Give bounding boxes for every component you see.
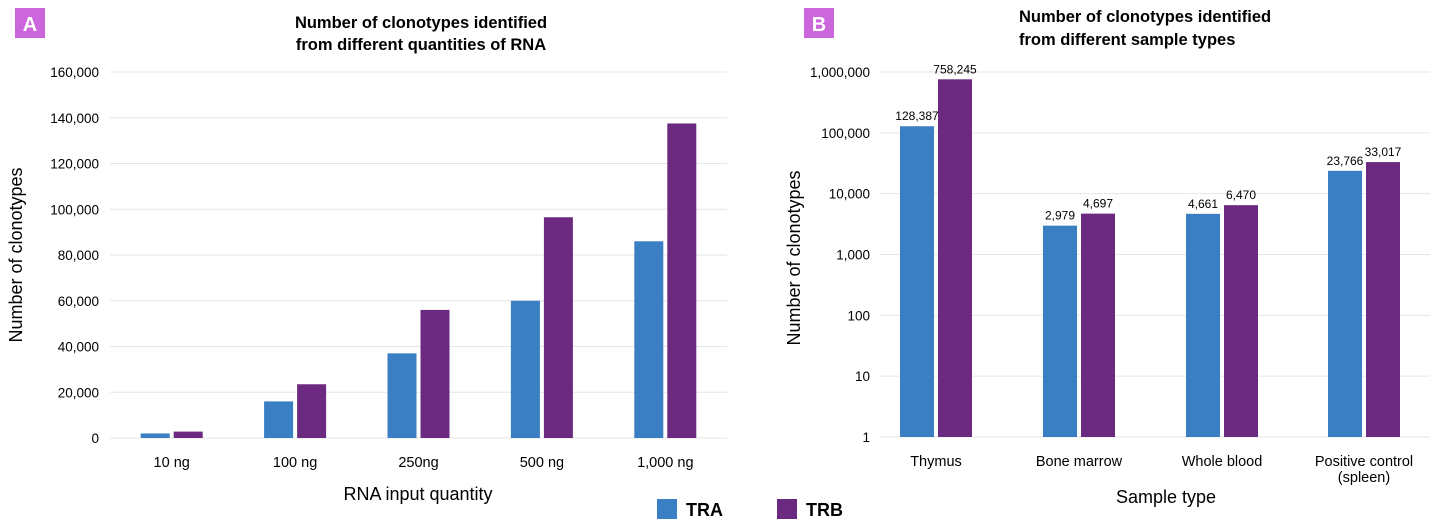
legend-label-trb: TRB — [806, 500, 843, 520]
panel-b-y-axis-label: Number of clonotypes — [784, 170, 804, 345]
panel-a-bar-trb — [173, 431, 203, 438]
legend-swatch-trb — [777, 499, 797, 519]
panel-a-bar-tra — [387, 353, 417, 438]
panel-a-y-tick-label: 120,000 — [50, 157, 99, 172]
panel-b-category-label: Whole blood — [1182, 454, 1263, 470]
panel-a-bar-trb — [420, 309, 450, 438]
panel-a-category-label: 10 ng — [154, 455, 190, 471]
panel-b-data-label: 4,697 — [1083, 197, 1113, 211]
panel-b-y-tick-label: 1,000,000 — [810, 65, 870, 80]
panel-b-data-label: 33,017 — [1365, 145, 1402, 159]
panel-b-y-tick-label: 100,000 — [821, 126, 870, 141]
panel-b-y-tick-label: 1,000 — [836, 248, 870, 263]
panel-b-category-label: Bone marrow — [1036, 454, 1123, 470]
panel-b-category-label: (spleen) — [1338, 470, 1390, 486]
panel-a-chart: A Number of clonotypes identified from d… — [6, 8, 727, 504]
panel-a-bar-tra — [264, 401, 294, 438]
panel-a-title-line-2: from different quantities of RNA — [296, 36, 546, 54]
panel-a-bar-tra — [140, 433, 170, 438]
panel-b-bar-trb — [1224, 205, 1258, 437]
panel-a-category-label: 100 ng — [273, 455, 317, 471]
panel-b-data-label: 4,661 — [1188, 197, 1218, 211]
panel-a-x-axis-label: RNA input quantity — [343, 484, 492, 504]
panel-b-bar-tra — [900, 126, 934, 438]
panel-a-y-tick-label: 100,000 — [50, 202, 99, 217]
panel-b-data-label: 23,766 — [1327, 154, 1364, 168]
panel-a-category-label: 1,000 ng — [637, 455, 693, 471]
panel-b-bar-trb — [1366, 162, 1400, 438]
panel-b-bar-trb — [938, 79, 972, 437]
panel-b-title-line-2: from different sample types — [1019, 31, 1235, 49]
legend: TRA TRB — [657, 499, 843, 520]
panel-a-y-tick-label: 160,000 — [50, 65, 99, 80]
panel-a-y-tick-label: 60,000 — [58, 294, 99, 309]
panel-b-category-label: Thymus — [910, 454, 962, 470]
panel-b-data-label: 6,470 — [1226, 188, 1256, 202]
panel-a-title-line-1: Number of clonotypes identified — [295, 14, 547, 32]
panel-a-category-label: 250ng — [398, 455, 438, 471]
legend-label-tra: TRA — [686, 500, 723, 520]
panel-b-data-label: 128,387 — [895, 109, 939, 123]
panel-b-x-axis-label: Sample type — [1116, 487, 1216, 507]
panel-a-bar-trb — [297, 384, 327, 438]
panel-b-y-tick-label: 1 — [862, 430, 870, 445]
panel-a-y-tick-label: 80,000 — [58, 248, 99, 263]
panel-a-y-tick-label: 20,000 — [58, 385, 99, 400]
panel-a-y-tick-label: 140,000 — [50, 111, 99, 126]
panel-b-title-line-1: Number of clonotypes identified — [1019, 8, 1271, 26]
panel-b-chart: B Number of clonotypes identified from d… — [784, 8, 1430, 507]
panel-a-bar-tra — [634, 241, 664, 438]
panel-a-letter: A — [23, 14, 37, 36]
panel-b-data-label: 758,245 — [933, 62, 977, 76]
panel-b-data-label: 2,979 — [1045, 209, 1075, 223]
panel-b-bar-trb — [1081, 213, 1115, 437]
legend-swatch-tra — [657, 499, 677, 519]
panel-b-y-tick-label: 10,000 — [829, 187, 870, 202]
panel-b-letter: B — [812, 14, 826, 36]
panel-b-category-label: Positive control — [1315, 454, 1413, 470]
panel-b-y-tick-label: 100 — [847, 308, 870, 323]
panel-a-y-tick-label: 0 — [91, 431, 99, 446]
panel-a-category-label: 500 ng — [520, 455, 564, 471]
panel-a-bar-trb — [667, 123, 697, 438]
panel-a-y-tick-label: 40,000 — [58, 340, 99, 355]
panel-b-bar-tra — [1043, 225, 1077, 437]
panel-b-y-tick-label: 10 — [855, 369, 870, 384]
panel-b-bar-tra — [1186, 213, 1220, 437]
panel-b-badge — [804, 8, 834, 38]
panel-a-bar-tra — [510, 300, 540, 438]
panel-a-badge — [15, 8, 45, 38]
panel-b-bar-tra — [1328, 170, 1362, 437]
panel-a-bar-trb — [543, 217, 573, 438]
panel-a-y-axis-label: Number of clonotypes — [6, 167, 26, 342]
